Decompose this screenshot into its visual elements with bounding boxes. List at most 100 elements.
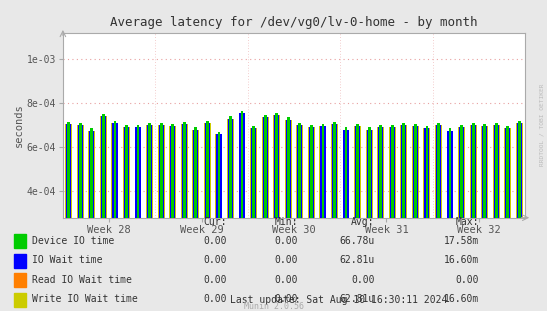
Text: 62.81u: 62.81u (340, 294, 375, 304)
Bar (345, 128, 347, 218)
Bar (391, 125, 394, 218)
Y-axis label: seconds: seconds (14, 103, 24, 147)
Text: 0.00: 0.00 (455, 275, 479, 285)
Text: 17.58m: 17.58m (444, 235, 479, 245)
Text: RRDTOOL / TOBI OETIKER: RRDTOOL / TOBI OETIKER (539, 83, 544, 166)
Bar (66, 124, 71, 218)
Bar (389, 128, 395, 218)
Bar (238, 113, 246, 218)
Text: Device IO time: Device IO time (32, 235, 114, 245)
Bar (169, 126, 176, 218)
Bar (170, 126, 175, 218)
Bar (296, 125, 303, 218)
Bar (344, 130, 348, 218)
Bar (183, 122, 185, 218)
Bar (218, 132, 220, 218)
Bar (493, 125, 499, 218)
Text: 0.00: 0.00 (351, 275, 375, 285)
Bar (227, 118, 234, 218)
Bar (365, 130, 373, 218)
Text: 62.81u: 62.81u (340, 255, 375, 265)
Text: 0.00: 0.00 (203, 294, 227, 304)
Bar (263, 118, 267, 218)
Bar (88, 131, 95, 218)
Bar (67, 122, 70, 218)
Bar (287, 118, 289, 218)
Bar (229, 116, 232, 218)
Bar (148, 123, 151, 218)
Bar (135, 128, 142, 218)
Bar (505, 128, 510, 218)
Bar (182, 124, 187, 218)
Bar (65, 124, 72, 218)
Text: 0.00: 0.00 (203, 275, 227, 285)
Bar (228, 118, 233, 218)
Bar (240, 113, 245, 218)
Bar (146, 125, 153, 218)
Bar (322, 124, 324, 218)
Bar (470, 125, 476, 218)
Bar (137, 125, 139, 218)
Text: IO Wait time: IO Wait time (32, 255, 103, 265)
Bar (299, 123, 301, 218)
Bar (481, 126, 488, 218)
Bar (321, 126, 325, 218)
Bar (449, 128, 451, 218)
Bar (308, 128, 315, 218)
Bar (516, 123, 523, 218)
Bar (518, 121, 521, 218)
Bar (504, 128, 511, 218)
Bar (493, 125, 500, 218)
Bar (354, 126, 361, 218)
Bar (435, 125, 442, 218)
Bar (158, 125, 165, 218)
Bar (147, 125, 152, 218)
Bar (206, 121, 209, 218)
Text: Min:: Min: (275, 217, 298, 227)
Bar (378, 128, 383, 218)
Bar (124, 128, 129, 218)
Bar (285, 120, 292, 218)
Bar (123, 128, 130, 218)
Bar (112, 123, 118, 218)
Bar (424, 128, 429, 218)
Bar (437, 123, 440, 218)
Bar (241, 111, 243, 218)
Bar (403, 123, 405, 218)
Bar (446, 131, 453, 218)
Bar (261, 118, 269, 218)
Bar (356, 124, 359, 218)
Bar (517, 123, 522, 218)
Bar (389, 128, 395, 218)
Bar (181, 124, 188, 218)
Bar (78, 125, 83, 218)
Bar (309, 128, 314, 218)
Bar (77, 125, 84, 218)
Text: Cur:: Cur: (203, 217, 227, 227)
Text: Write IO Wait time: Write IO Wait time (32, 294, 138, 304)
Bar (426, 126, 428, 218)
Bar (275, 113, 278, 218)
Bar (507, 126, 509, 218)
Text: Last update: Sat Aug 10 16:30:11 2024: Last update: Sat Aug 10 16:30:11 2024 (230, 295, 448, 305)
Text: 0.00: 0.00 (203, 255, 227, 265)
Text: 66.78u: 66.78u (340, 235, 375, 245)
Bar (379, 125, 382, 218)
Bar (216, 134, 222, 218)
Text: 0.00: 0.00 (275, 294, 298, 304)
Bar (412, 126, 419, 218)
Bar (355, 126, 360, 218)
Bar (251, 128, 256, 218)
Bar (310, 125, 313, 218)
Bar (472, 123, 474, 218)
Text: Munin 2.0.56: Munin 2.0.56 (243, 302, 304, 311)
Bar (332, 124, 337, 218)
Bar (205, 123, 210, 218)
Text: Max:: Max: (455, 217, 479, 227)
Bar (368, 128, 370, 218)
Bar (90, 128, 93, 218)
Text: 16.60m: 16.60m (444, 255, 479, 265)
Text: 0.00: 0.00 (275, 255, 298, 265)
Bar (136, 128, 141, 218)
Bar (250, 128, 257, 218)
